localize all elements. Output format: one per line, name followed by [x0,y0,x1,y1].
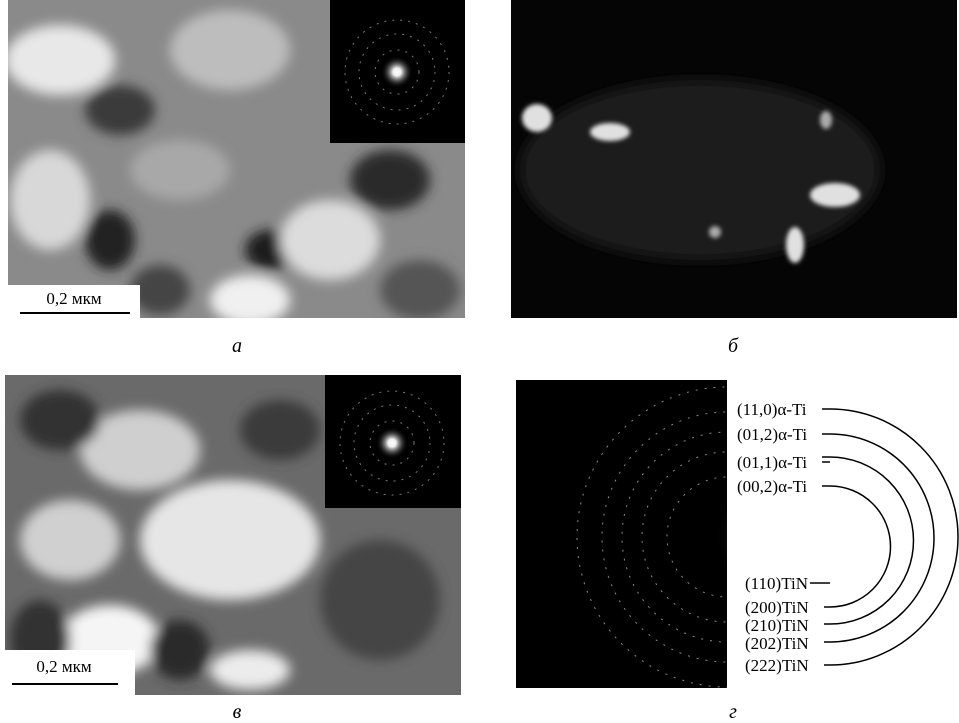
scale-bar-label: 0,2 мкм [36,657,92,676]
micrograph-b [511,0,957,318]
ring-label: (210)TiN [745,616,809,635]
micrograph-c [5,375,461,695]
panel-letter: а [232,335,242,357]
ring-label: (01,1)α-Ti [737,453,807,472]
ring-label: (00,2)α-Ti [737,477,807,496]
panel-letter: г [729,701,737,723]
ring-label: (202)TiN [745,634,809,653]
ring-arcs [810,409,958,665]
diffraction-pattern [516,380,877,688]
ring-labels: (11,0)α-Ti (01,2)α-Ti (01,1)α-Ti (00,2)α… [737,400,809,675]
ring-label: (11,0)α-Ti [737,400,807,419]
micrograph-a [5,0,465,325]
ring-label: (01,2)α-Ti [737,425,807,444]
ring-label: (222)TiN [745,656,809,675]
panel-letter: б [728,335,739,357]
scale-bar-label: 0,2 мкм [46,289,102,308]
panel-letter: в [233,701,242,723]
ring-label: (200)TiN [745,598,809,617]
ring-label: (110)TiN [745,574,808,593]
figure: 0,2 мкм а б [0,0,959,723]
